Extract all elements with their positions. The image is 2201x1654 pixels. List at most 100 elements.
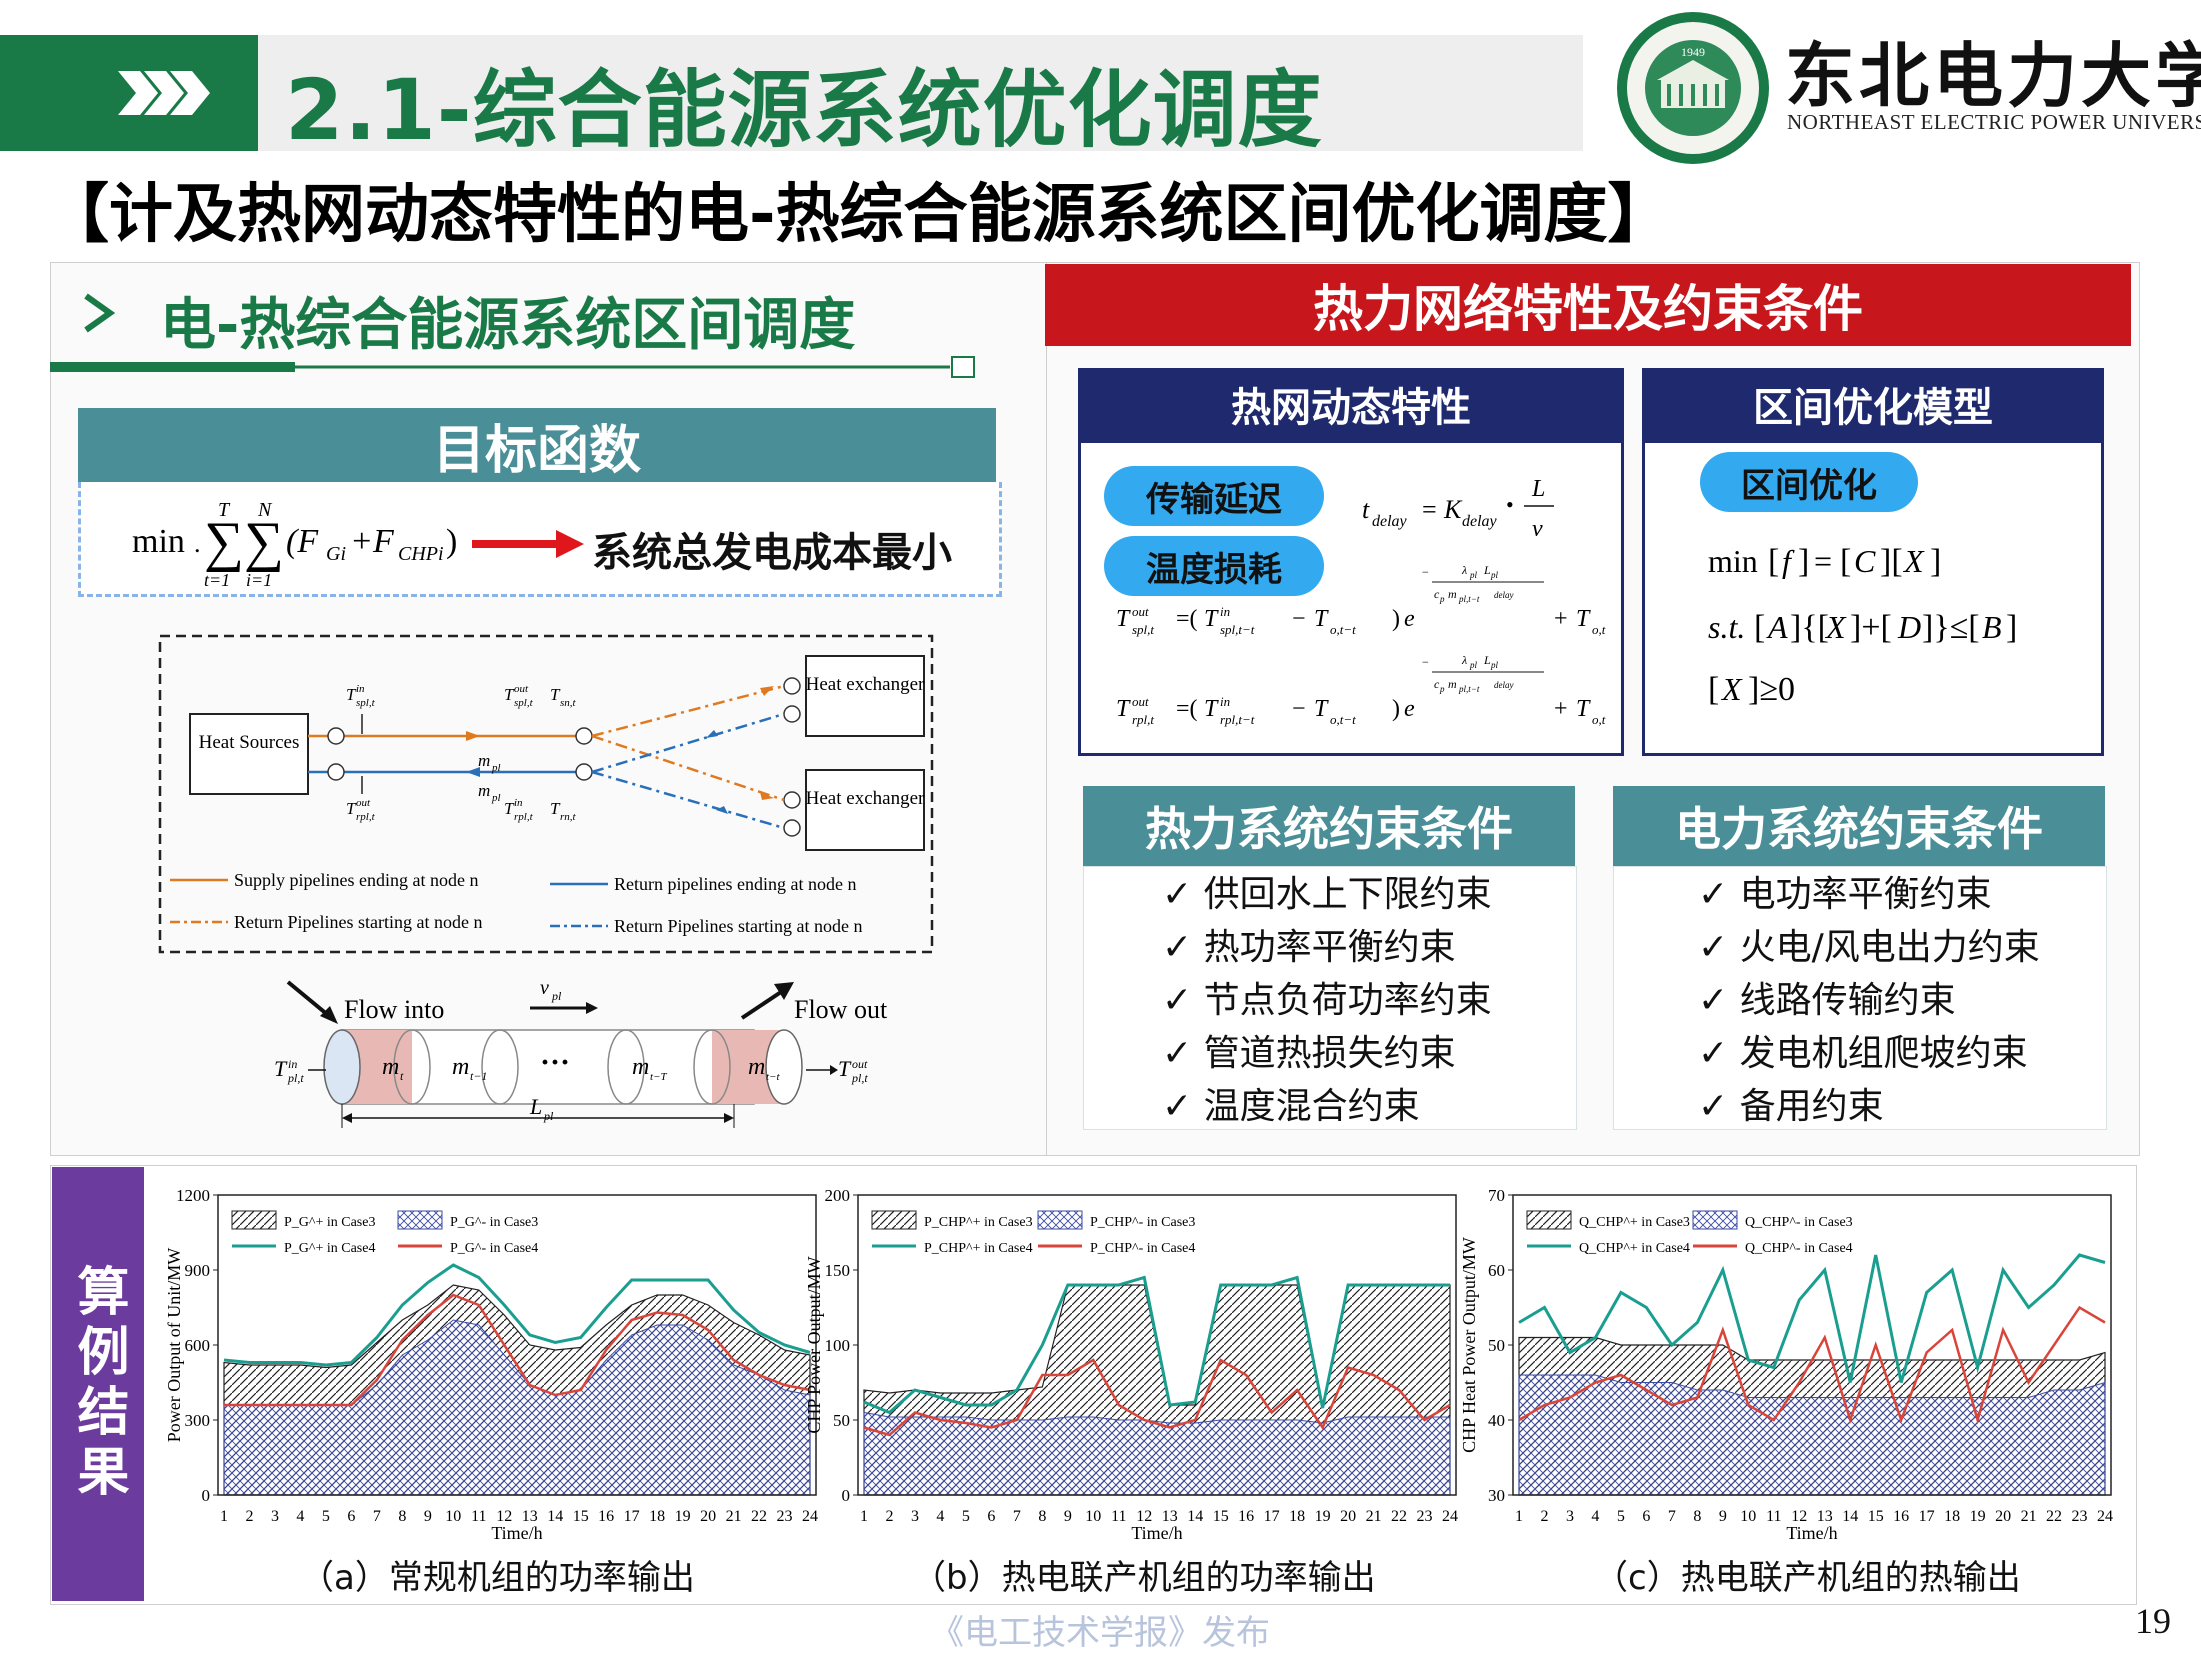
interval-formulas: min [f] = [C][X] s.t. [A]{[X]+[D]}≤[B] [… xyxy=(1708,543,2017,708)
interval-model-title: 区间优化模型 xyxy=(1642,368,2104,440)
power-constraint-item: ✓ 备用约束 xyxy=(1698,1086,1884,1127)
x-tick-label: 9 xyxy=(424,1508,432,1525)
x-tick-label: 16 xyxy=(1893,1508,1909,1525)
svg-text:p: p xyxy=(1439,684,1445,694)
x-tick-label: 3 xyxy=(1566,1508,1574,1525)
x-tick-label: 2 xyxy=(1540,1508,1548,1525)
x-axis-label: Time/h xyxy=(1131,1523,1182,1543)
svg-text:T: T xyxy=(1314,696,1329,722)
svg-text:out: out xyxy=(514,683,529,695)
svg-text:m: m xyxy=(452,1054,469,1080)
objective-title: 目标函数 xyxy=(78,408,996,482)
legend-label: Q_CHP^- in Case3 xyxy=(1745,1215,1853,1230)
svg-text:out: out xyxy=(356,797,371,809)
svg-text:N: N xyxy=(257,499,273,521)
svg-text:D: D xyxy=(1897,609,1921,645)
svg-text:f: f xyxy=(1782,543,1795,579)
heat-exchanger-label-2: Heat exchanger xyxy=(806,788,925,809)
x-tick-label: 21 xyxy=(726,1508,742,1525)
lower-line-case4 xyxy=(863,1358,1451,1437)
x-tick-label: 12 xyxy=(1136,1508,1152,1525)
svg-text:T: T xyxy=(1116,696,1131,722)
publisher-footer: 《电工技术学报》发布 xyxy=(930,1613,1270,1653)
svg-text:rpl,t: rpl,t xyxy=(514,811,534,823)
svg-text:min: min xyxy=(132,523,185,560)
legend-label: Q_CHP^- in Case4 xyxy=(1745,1241,1853,1256)
x-tick-label: 17 xyxy=(1919,1508,1935,1525)
svg-text:T: T xyxy=(1576,606,1591,632)
thermal-constraint-item: ✓ 节点负荷功率约束 xyxy=(1162,980,1492,1021)
heat-sources-label: Heat Sources xyxy=(199,732,300,753)
caption-c: （c）热电联产机组的热输出 xyxy=(1594,1558,2021,1598)
y-tick-label: 0 xyxy=(202,1486,211,1505)
svg-text:pl: pl xyxy=(543,1109,554,1123)
svg-text:B: B xyxy=(1982,609,2002,645)
x-tick-label: 1 xyxy=(860,1508,868,1525)
svg-text:t−T: t−T xyxy=(650,1071,667,1083)
y-tick-label: 30 xyxy=(1488,1486,1505,1505)
x-tick-label: 22 xyxy=(2046,1508,2062,1525)
x-tick-label: 3 xyxy=(271,1508,279,1525)
dynamics-title: 热网动态特性 xyxy=(1078,368,1624,440)
svg-text:+: + xyxy=(1554,606,1568,632)
svg-text:]}≤[: ]}≤[ xyxy=(1922,609,1980,646)
lower-line-case4 xyxy=(224,1293,811,1407)
svg-text:spl,t: spl,t xyxy=(1132,622,1154,637)
x-tick-label: 1 xyxy=(1515,1508,1523,1525)
svg-text:t−1: t−1 xyxy=(470,1069,487,1083)
thermal-constraints-list: ✓ 供回水上下限约束 ✓ 热功率平衡约束 ✓ 节点负荷功率约束 ✓ 管道热损失约… xyxy=(1162,868,1492,1133)
svg-text:e: e xyxy=(1404,606,1415,632)
x-tick-label: 13 xyxy=(522,1508,538,1525)
svg-text:+: + xyxy=(1554,696,1568,722)
x-tick-label: 20 xyxy=(700,1508,716,1525)
svg-text:T: T xyxy=(550,799,561,818)
svg-text:T: T xyxy=(504,685,515,704)
x-tick-label: 16 xyxy=(598,1508,614,1525)
svg-text:−: − xyxy=(1292,696,1306,722)
svg-text:t=1: t=1 xyxy=(204,570,230,590)
x-tick-label: 12 xyxy=(1791,1508,1807,1525)
x-tick-label: 10 xyxy=(1740,1508,1756,1525)
power-constraint-item: ✓ 火电/风电出力约束 xyxy=(1698,927,2040,968)
y-tick-label: 0 xyxy=(842,1486,851,1505)
x-tick-label: 18 xyxy=(1944,1508,1960,1525)
x-tick-label: 24 xyxy=(1442,1508,1458,1525)
svg-text:A: A xyxy=(1766,609,1788,645)
x-tick-label: 18 xyxy=(1289,1508,1305,1525)
x-tick-label: 20 xyxy=(1340,1508,1356,1525)
thermal-constraint-item: ✓ 温度混合约束 xyxy=(1162,1086,1420,1127)
svg-text:···: ··· xyxy=(540,1046,570,1079)
y-tick-label: 600 xyxy=(185,1336,211,1355)
x-tick-label: 15 xyxy=(1213,1508,1229,1525)
svg-text:in: in xyxy=(514,797,523,809)
lower-band-case3 xyxy=(863,1411,1451,1496)
upper-line-case4 xyxy=(1518,1253,2106,1383)
x-tick-label: 8 xyxy=(398,1508,406,1525)
svg-text:]+[: ]+[ xyxy=(1850,609,1892,646)
seal-year: 1949 xyxy=(1681,45,1705,59)
svg-text:t−t: t−t xyxy=(766,1071,780,1083)
lower-line-case4 xyxy=(1518,1305,2106,1425)
svg-text:T: T xyxy=(346,685,357,704)
svg-text:spl,t: spl,t xyxy=(514,697,534,709)
svg-text:): ) xyxy=(1392,696,1400,722)
svg-text:−: − xyxy=(1422,655,1429,669)
legend-label: P_G^- in Case4 xyxy=(450,1241,538,1256)
legend-return-starting-1: Return Pipelines starting at node n xyxy=(234,912,482,932)
svg-text:delay: delay xyxy=(1372,513,1408,530)
svg-text:in: in xyxy=(288,1057,297,1071)
svg-text:X: X xyxy=(1720,671,1743,707)
legend-swatch xyxy=(1526,1210,1572,1230)
x-tick-label: 9 xyxy=(1719,1508,1727,1525)
svg-text:L: L xyxy=(529,1094,542,1119)
svg-text:rpl,t−t: rpl,t−t xyxy=(1220,712,1255,727)
svg-text:λ: λ xyxy=(1461,653,1467,667)
svg-text:o,t−t: o,t−t xyxy=(1330,622,1356,637)
x-tick-label: 7 xyxy=(1668,1508,1676,1525)
x-axis-label: Time/h xyxy=(491,1523,542,1543)
interval-optimization-pill: 区间优化 xyxy=(1700,452,1918,512)
svg-text:m: m xyxy=(632,1054,649,1080)
svg-text:pl: pl xyxy=(1469,660,1478,670)
svg-text:T: T xyxy=(1576,696,1591,722)
